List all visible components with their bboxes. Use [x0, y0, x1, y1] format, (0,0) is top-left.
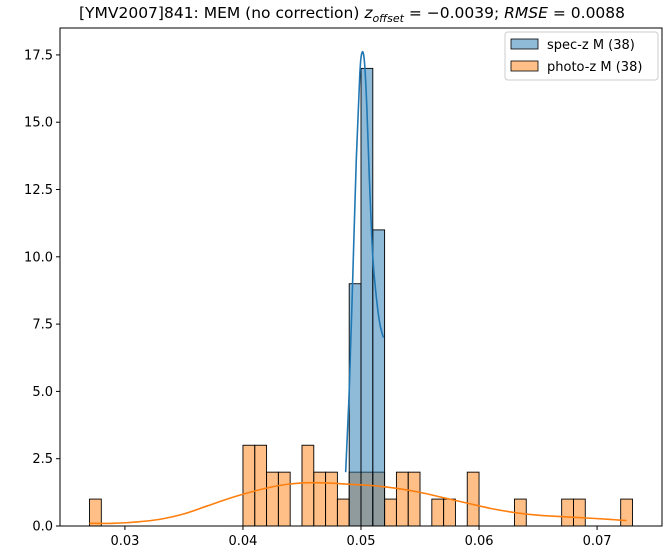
legend-label-photo-z: photo-z M (38): [547, 60, 642, 75]
legend: spec-z M (38) photo-z M (38): [504, 31, 659, 81]
chart-title: [YMV2007]841: MEM (no correction) zoffse…: [79, 4, 625, 25]
y-tick-label: 12.5: [24, 183, 53, 198]
photo-z-bar: [336, 498, 350, 527]
y-axis: 0.0 2.5 5.0 7.5 10.0 12.5 15.0 17.5: [24, 48, 60, 535]
photo-z-bar: [620, 498, 633, 527]
plot-area: [59, 27, 663, 527]
spec-z-kde-line: [344, 50, 385, 473]
photo-z-bar: [325, 471, 338, 527]
kde-lines: [89, 50, 627, 525]
x-axis: 0.03 0.04 0.05 0.06 0.07: [110, 526, 612, 549]
y-tick-label: 10.0: [24, 250, 53, 265]
x-tick-label: 0.03: [110, 534, 139, 549]
y-tick-label: 7.5: [32, 318, 53, 333]
photo-z-bar: [431, 498, 445, 527]
photo-z-bar: [313, 471, 327, 527]
photo-z-bar: [266, 471, 279, 527]
title-offset-subscript: offset: [372, 12, 404, 25]
photo-z-bar: [254, 444, 268, 527]
x-tick-label: 0.07: [583, 534, 612, 549]
spec-z-bar: [360, 67, 374, 527]
y-tick-label: 0.0: [32, 520, 53, 535]
spec-z-bars: [348, 67, 386, 527]
photo-z-bar: [466, 471, 480, 527]
title-prefix: [YMV2007]841: MEM (no correction): [79, 4, 364, 22]
title-eq2: = 0.0088: [548, 4, 625, 22]
y-tick-label: 15.0: [24, 116, 53, 131]
y-tick-label: 5.0: [32, 385, 53, 400]
photo-z-bar: [277, 471, 291, 527]
photo-z-bar: [573, 498, 586, 527]
legend-label-spec-z: spec-z M (38): [547, 38, 635, 53]
photo-z-bar: [384, 498, 397, 527]
title-z: z: [363, 4, 373, 22]
y-tick-label: 17.5: [24, 48, 53, 63]
photo-z-bar: [407, 471, 421, 527]
photo-z-bar: [561, 498, 574, 527]
photo-z-bar: [443, 498, 456, 527]
legend-swatch-photo-z: [510, 60, 539, 72]
photo-z-kde-line: [89, 481, 627, 525]
y-tick-label: 2.5: [32, 452, 53, 467]
title-rmse: RMSE: [504, 4, 548, 22]
photo-z-bar: [301, 444, 315, 527]
title-eq1: = −0.0039;: [404, 4, 504, 22]
legend-frame: [504, 31, 659, 81]
x-tick-label: 0.05: [347, 534, 376, 549]
x-tick-label: 0.06: [465, 534, 494, 549]
legend-swatch-spec-z: [510, 38, 539, 50]
x-tick-label: 0.04: [228, 534, 257, 549]
photo-z-bar: [395, 471, 409, 527]
photo-z-bar: [242, 444, 256, 527]
photo-z-bar: [89, 498, 102, 527]
